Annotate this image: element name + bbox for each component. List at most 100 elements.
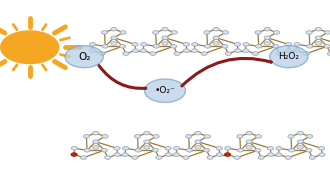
Circle shape (101, 149, 108, 152)
Circle shape (213, 36, 219, 40)
Circle shape (71, 146, 78, 150)
Circle shape (276, 153, 282, 156)
Circle shape (297, 140, 303, 143)
Circle shape (285, 43, 292, 46)
Circle shape (174, 146, 180, 150)
Circle shape (0, 30, 59, 64)
Circle shape (89, 49, 95, 52)
Circle shape (306, 31, 312, 34)
Circle shape (171, 45, 177, 48)
Circle shape (255, 135, 262, 138)
Circle shape (276, 146, 282, 150)
Circle shape (144, 146, 150, 149)
Circle shape (246, 146, 252, 149)
Circle shape (315, 36, 321, 40)
Circle shape (173, 153, 180, 156)
Circle shape (222, 45, 228, 48)
Circle shape (119, 45, 126, 48)
Circle shape (183, 49, 190, 52)
Circle shape (102, 135, 108, 138)
Circle shape (93, 131, 99, 135)
Circle shape (234, 43, 241, 46)
Text: O₂: O₂ (78, 52, 90, 62)
Circle shape (114, 146, 120, 150)
Circle shape (156, 156, 162, 159)
Circle shape (105, 156, 111, 159)
Circle shape (195, 146, 201, 149)
Circle shape (315, 42, 321, 45)
Circle shape (162, 42, 168, 45)
Circle shape (318, 146, 325, 150)
Circle shape (258, 156, 264, 159)
Circle shape (84, 149, 90, 152)
Circle shape (307, 45, 313, 48)
Circle shape (183, 43, 189, 46)
Circle shape (297, 131, 303, 135)
Circle shape (307, 135, 313, 138)
Circle shape (171, 31, 178, 34)
Circle shape (246, 140, 252, 143)
Circle shape (165, 153, 172, 156)
Circle shape (195, 140, 201, 143)
Circle shape (270, 46, 308, 68)
Circle shape (150, 52, 156, 55)
Circle shape (140, 49, 147, 52)
Circle shape (135, 149, 141, 152)
Circle shape (144, 131, 150, 135)
Circle shape (285, 156, 291, 159)
Circle shape (89, 43, 96, 46)
Circle shape (207, 156, 213, 159)
Circle shape (162, 36, 168, 40)
Circle shape (237, 135, 243, 138)
Circle shape (183, 156, 189, 159)
Circle shape (81, 156, 87, 159)
Circle shape (132, 156, 138, 159)
Circle shape (294, 43, 300, 46)
Circle shape (237, 149, 244, 152)
Circle shape (111, 42, 117, 45)
Circle shape (195, 131, 201, 135)
Circle shape (204, 31, 210, 34)
Circle shape (102, 45, 108, 48)
Circle shape (309, 156, 315, 159)
Circle shape (185, 135, 192, 138)
Circle shape (224, 153, 231, 156)
Circle shape (225, 52, 231, 55)
Circle shape (216, 146, 222, 150)
Circle shape (101, 31, 108, 34)
Circle shape (216, 153, 223, 156)
Circle shape (204, 45, 211, 48)
FancyArrowPatch shape (99, 66, 146, 88)
Circle shape (264, 36, 270, 40)
Circle shape (246, 131, 252, 135)
Circle shape (222, 31, 229, 34)
Circle shape (201, 52, 207, 55)
Circle shape (153, 135, 159, 138)
Circle shape (132, 43, 138, 46)
Circle shape (152, 149, 159, 152)
Circle shape (65, 46, 103, 68)
Circle shape (297, 146, 303, 149)
Circle shape (243, 43, 249, 46)
Circle shape (243, 49, 249, 52)
Circle shape (83, 135, 89, 138)
Circle shape (267, 146, 274, 150)
Circle shape (141, 43, 147, 46)
Circle shape (71, 153, 77, 156)
Circle shape (213, 42, 219, 45)
Circle shape (93, 146, 99, 149)
Circle shape (120, 31, 126, 34)
Text: •O₂⁻: •O₂⁻ (155, 86, 175, 95)
Circle shape (99, 52, 105, 55)
Circle shape (268, 153, 274, 156)
Circle shape (192, 43, 198, 46)
Circle shape (122, 153, 128, 156)
Circle shape (123, 52, 129, 55)
Circle shape (111, 27, 117, 31)
Circle shape (174, 52, 180, 55)
Circle shape (134, 135, 141, 138)
Circle shape (145, 79, 185, 102)
Circle shape (234, 156, 240, 159)
Circle shape (288, 135, 294, 138)
Circle shape (204, 135, 211, 138)
